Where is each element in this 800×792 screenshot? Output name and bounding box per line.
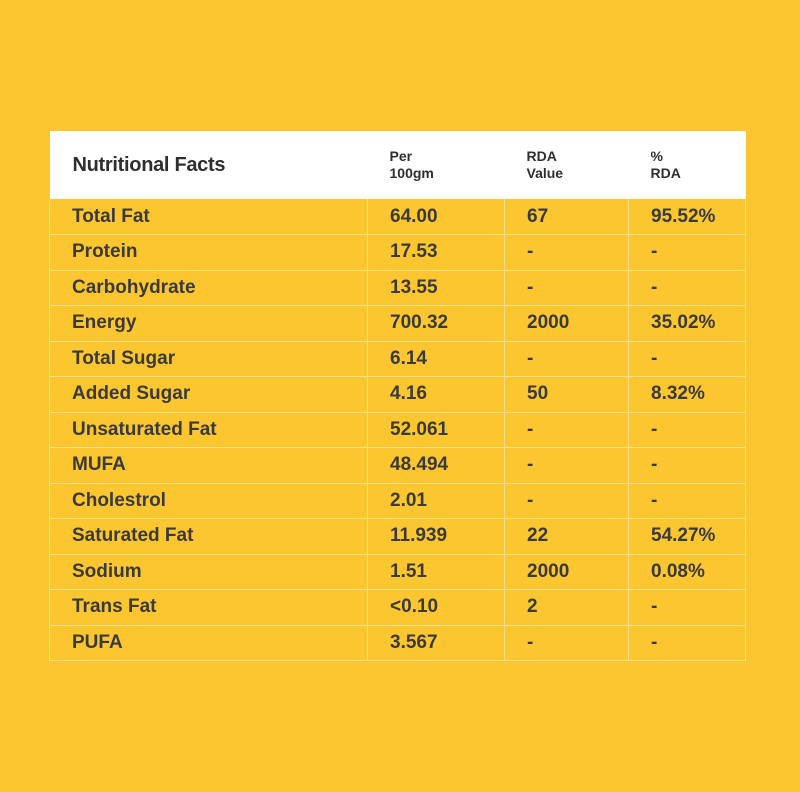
rda-value-cell: 2000 xyxy=(504,553,629,590)
percent-rda-cell: 35.02% xyxy=(628,305,746,342)
per-100gm-cell: 3.567 xyxy=(367,624,505,661)
per-100gm-cell: 17.53 xyxy=(367,234,505,271)
rda-value-cell: 2 xyxy=(504,589,629,626)
rda-value-cell: - xyxy=(504,447,629,484)
percent-rda-cell: - xyxy=(628,624,746,661)
table-row: Energy 700.32 2000 35.02% xyxy=(49,305,746,342)
rda-value-cell: 22 xyxy=(504,518,629,555)
nutrient-name-cell: Sodium xyxy=(49,553,368,590)
table-row: Carbohydrate 13.55- - xyxy=(49,269,746,306)
percent-rda-cell: 0.08% xyxy=(628,553,746,590)
per-100gm-cell: 48.494 xyxy=(367,447,505,484)
rda-value-cell: 2000 xyxy=(504,305,629,342)
table-row: Protein 17.53- - xyxy=(49,234,746,271)
table-row: Cholestrol 2.01- - xyxy=(49,482,746,519)
nutrient-name-cell: Trans Fat xyxy=(49,589,368,626)
table-row: Sodium 1.51 2000 0.08% xyxy=(49,553,746,590)
nutrient-name-cell: Unsaturated Fat xyxy=(49,411,368,448)
header-row: Nutritional Facts Per 100gm RDA Value % … xyxy=(49,131,746,199)
table-row: Saturated Fat 11.939 22 54.27% xyxy=(49,518,746,555)
per-100gm-cell: <0.10 xyxy=(367,589,505,626)
table-row: PUFA 3.567- - xyxy=(49,624,746,661)
rda-value-cell: - xyxy=(504,269,629,306)
nutrition-facts-table: Nutritional Facts Per 100gm RDA Value % … xyxy=(49,131,746,661)
percent-rda-cell: - xyxy=(628,589,746,626)
per-100gm-cell: 64.00 xyxy=(367,199,505,235)
nutrient-name-cell: Protein xyxy=(49,234,368,271)
per-100gm-cell: 11.939 xyxy=(367,518,505,555)
percent-rda-cell: - xyxy=(628,340,746,377)
per-100gm-cell: 6.14 xyxy=(367,340,505,377)
percent-rda-cell: 54.27% xyxy=(628,518,746,555)
nutrient-name-cell: Energy xyxy=(49,305,368,342)
nutrition-table-container: Nutritional Facts Per 100gm RDA Value % … xyxy=(49,131,746,661)
nutrient-name-cell: MUFA xyxy=(49,447,368,484)
pct-header-line2: RDA xyxy=(650,165,681,181)
percent-rda-cell: - xyxy=(628,411,746,448)
percent-rda-cell: 8.32% xyxy=(628,376,746,413)
nutrient-name-cell: Saturated Fat xyxy=(49,518,368,555)
per-100gm-cell: 2.01 xyxy=(367,482,505,519)
per-100gm-cell: 52.061 xyxy=(367,411,505,448)
percent-rda-cell: 95.52% xyxy=(628,199,746,235)
rda-value-cell: - xyxy=(504,234,629,271)
rda-value-cell: - xyxy=(504,624,629,661)
rda-value-cell: 67 xyxy=(504,199,629,235)
percent-rda-cell: - xyxy=(628,234,746,271)
rda-value-header: RDA Value xyxy=(505,131,629,199)
rda-value-cell: 50 xyxy=(504,376,629,413)
nutrient-name-cell: Carbohydrate xyxy=(49,269,368,306)
nutrient-name-cell: Total Sugar xyxy=(49,340,368,377)
percent-rda-header: % RDA xyxy=(629,131,746,199)
nutrient-name-cell: PUFA xyxy=(49,624,368,661)
nutrient-name-cell: Added Sugar xyxy=(49,376,368,413)
per-100gm-cell: 1.51 xyxy=(367,553,505,590)
per-header-line1: Per xyxy=(389,148,413,164)
nutrient-name-cell: Total Fat xyxy=(49,199,368,235)
table-header: Nutritional Facts Per 100gm RDA Value % … xyxy=(49,131,746,199)
percent-rda-cell: - xyxy=(628,269,746,306)
per-100gm-cell: 4.16 xyxy=(367,376,505,413)
table-row: Added Sugar 4.16 50 8.32% xyxy=(49,376,746,413)
rda-header-line1: RDA xyxy=(526,148,557,164)
rda-header-line2: Value xyxy=(526,165,564,181)
table-title: Nutritional Facts xyxy=(72,153,226,176)
nutrient-name-cell: Cholestrol xyxy=(49,482,368,519)
table-row: Total Fat 64.00 67 95.52% xyxy=(49,199,746,235)
rda-value-cell: - xyxy=(504,411,629,448)
per-100gm-cell: 13.55 xyxy=(367,269,505,306)
rda-value-cell: - xyxy=(504,482,629,519)
table-body: Total Fat 64.00 67 95.52% Protein 17.53- - Carb… xyxy=(49,199,746,661)
percent-rda-cell: - xyxy=(628,447,746,484)
per-100gm-header: Per 100gm xyxy=(368,131,505,199)
table-row: MUFA 48.494- - xyxy=(49,447,746,484)
table-row: Total Sugar 6.14- - xyxy=(49,340,746,377)
table-row: Unsaturated Fat 52.061- - xyxy=(49,411,746,448)
percent-rda-cell: - xyxy=(628,482,746,519)
per-header-line2: 100gm xyxy=(389,165,434,181)
pct-header-line1: % xyxy=(650,148,663,164)
rda-value-cell: - xyxy=(504,340,629,377)
table-row: Trans Fat <0.10 2- xyxy=(49,589,746,626)
per-100gm-cell: 700.32 xyxy=(367,305,505,342)
